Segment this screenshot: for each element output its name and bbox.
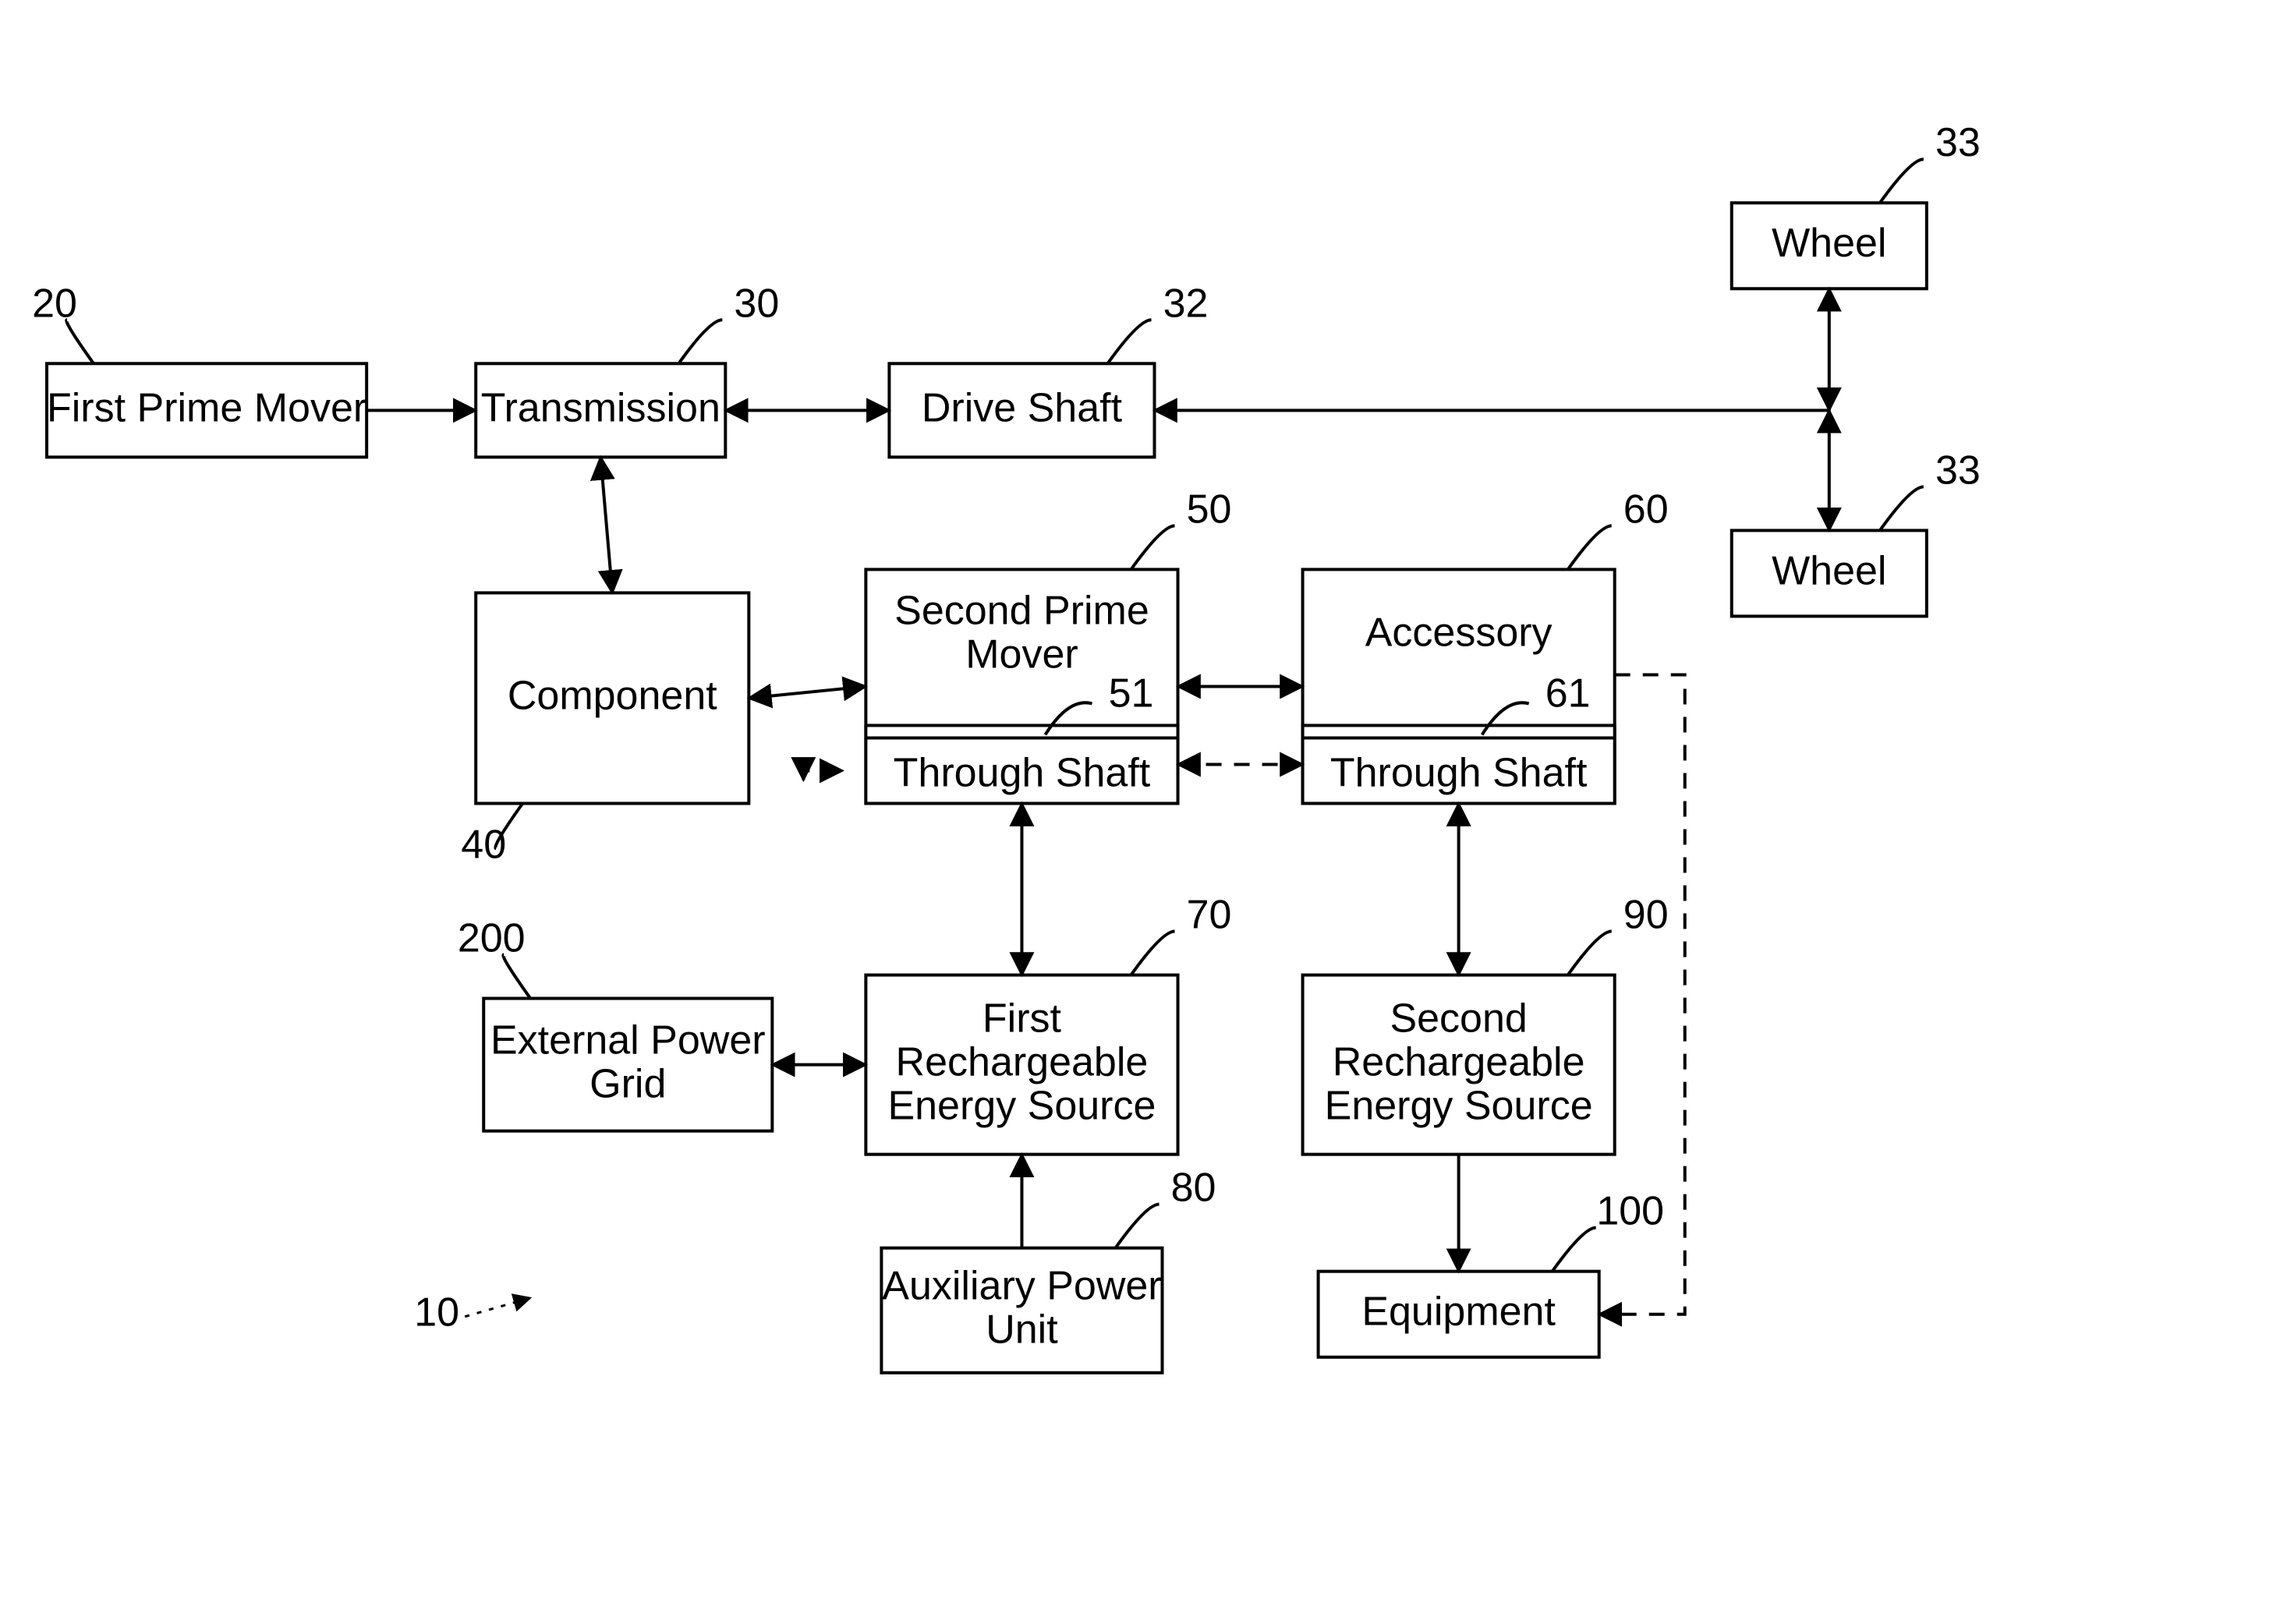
secondRES: SecondRechargeableEnergy Source — [1303, 975, 1615, 1155]
externalPower-ref: 200 — [458, 916, 526, 961]
block-diagram: First Prime Mover 20 Transmission 30 Drive S… — [0, 0, 2273, 1624]
wheel1-ref: 33 — [1935, 120, 1981, 165]
apu-ref: 80 — [1171, 1166, 1216, 1211]
spmShaft: Through Shaft — [866, 725, 1177, 803]
driveShaft: Drive Shaft — [889, 363, 1154, 457]
firstRES-ref: 70 — [1187, 893, 1232, 938]
apu: Auxiliary PowerUnit — [881, 1248, 1162, 1373]
driveShaft-label: Drive Shaft — [922, 385, 1123, 430]
spmShaft-ref: 51 — [1109, 670, 1154, 716]
externalPower: External PowerGrid — [483, 999, 772, 1131]
equipment: Equipment — [1319, 1272, 1599, 1357]
accessory-ref: 60 — [1623, 486, 1669, 532]
wheel1-label: Wheel — [1772, 221, 1886, 266]
wheel2-ref: 33 — [1935, 448, 1981, 493]
equipment-ref: 100 — [1596, 1189, 1664, 1234]
accShaft-label: Through Shaft — [1330, 750, 1588, 795]
driveShaft-ref: 32 — [1163, 281, 1209, 326]
accessory-label: Accessory — [1365, 610, 1553, 655]
component-label: Component — [508, 673, 717, 718]
component-ref: 40 — [461, 823, 506, 868]
system-ref: 10 — [414, 1290, 459, 1336]
component: Component — [476, 593, 749, 803]
transmission-ref: 30 — [734, 281, 779, 326]
spmShaft-label: Through Shaft — [894, 750, 1151, 795]
accShaft-ref: 61 — [1545, 670, 1591, 716]
secondRES-ref: 90 — [1623, 893, 1669, 938]
firstPrimeMover: First Prime Mover — [47, 363, 366, 457]
transmission: Transmission — [476, 363, 725, 457]
firstPrimeMover-label: First Prime Mover — [47, 385, 366, 430]
transmission-label: Transmission — [481, 385, 720, 430]
firstRES: FirstRechargeableEnergy Source — [866, 975, 1177, 1155]
secondPrimeMover-ref: 50 — [1187, 486, 1232, 532]
wheel1: Wheel — [1732, 203, 1927, 288]
wheel2-label: Wheel — [1772, 548, 1886, 593]
accShaft: Through Shaft — [1303, 725, 1615, 803]
equipment-label: Equipment — [1361, 1289, 1556, 1334]
firstPrimeMover-ref: 20 — [32, 281, 77, 326]
wheel2: Wheel — [1732, 530, 1927, 616]
